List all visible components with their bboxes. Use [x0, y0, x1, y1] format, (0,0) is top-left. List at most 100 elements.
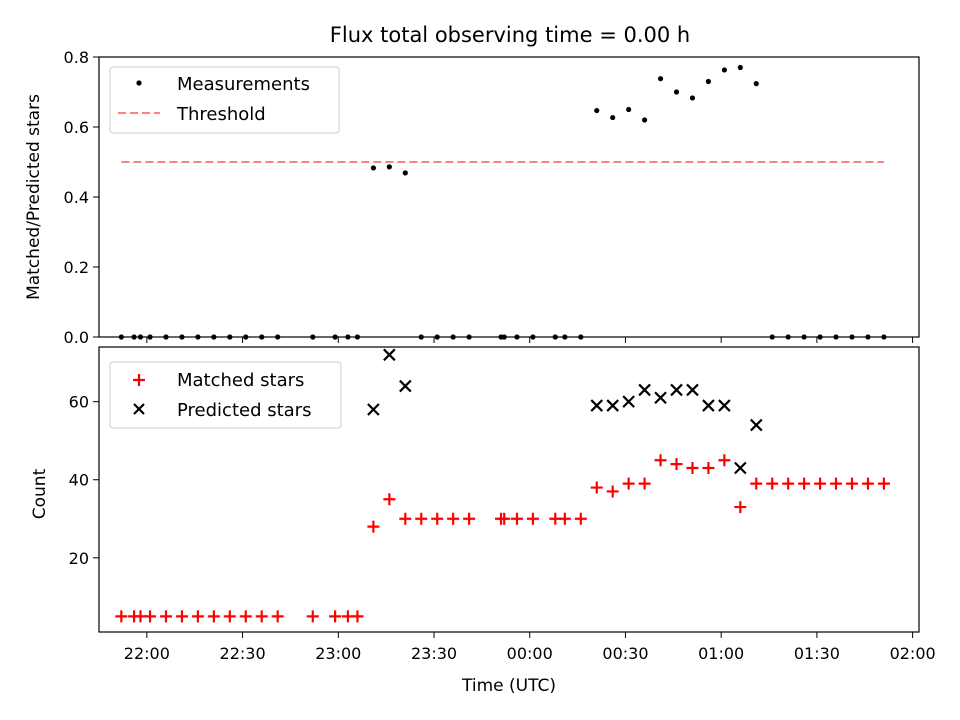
chart-title: Flux total observing time = 0.00 h	[330, 23, 690, 47]
matched-stars-point	[115, 610, 128, 623]
matched-stars-point	[399, 512, 412, 525]
matched-stars-point	[782, 477, 795, 490]
matched-stars-point	[622, 477, 635, 490]
bottom-legend: Matched stars Predicted stars	[109, 361, 342, 429]
top-y-tick-label: 0.6	[64, 118, 89, 137]
matched-stars-point	[702, 462, 715, 475]
top-panel: 0.00.20.40.60.8 Matched/Predicted stars …	[24, 48, 920, 347]
x-tick-label: 01:30	[794, 644, 840, 663]
matched-stars-point	[498, 512, 511, 525]
matched-stars-point	[223, 610, 236, 623]
top-y-axis: 0.0 0.2 0.4 0.6 0.8	[64, 48, 99, 347]
bottom-axes-frame	[98, 346, 920, 633]
matched-stars-point	[718, 454, 731, 467]
measurement-point	[642, 117, 648, 123]
matched-stars-point	[590, 481, 603, 494]
x-tick-label: 00:00	[507, 644, 553, 663]
legend-matched-marker	[133, 374, 145, 386]
matched-stars-point	[734, 501, 747, 514]
bottom-legend-frame	[109, 361, 342, 429]
top-plot-area	[118, 64, 887, 340]
legend-predicted-marker	[133, 403, 145, 415]
measurement-point	[626, 106, 632, 113]
measurement-point	[753, 81, 759, 87]
bottom-x-axis: 22:00 22:30 23:00 23:30 00:00 00:30 01:00 01:30…	[124, 632, 936, 663]
top-y-tick-label: 0.4	[64, 188, 89, 207]
predicted-stars-point	[734, 461, 747, 475]
matched-stars-point	[830, 477, 843, 490]
x-tick-label: 22:30	[220, 644, 266, 663]
matched-stars-point	[329, 610, 342, 623]
matched-stars-point	[686, 462, 699, 475]
x-tick-label: 02:00	[890, 644, 936, 663]
matched-stars-point	[463, 512, 476, 525]
bottom-y-tick-label: 20	[69, 549, 89, 568]
top-y-tick-label: 0.2	[64, 258, 89, 277]
matched-stars-point	[638, 477, 651, 490]
bottom-y-tick-label: 60	[69, 393, 89, 412]
predicted-stars-point	[654, 391, 667, 405]
measurement-point	[610, 114, 616, 121]
measurement-point	[370, 165, 376, 171]
matched-stars-point	[814, 477, 827, 490]
top-x-axis	[146, 337, 914, 343]
measurement-point	[402, 170, 408, 176]
matched-stars-point	[207, 610, 220, 623]
matched-stars-point	[367, 520, 380, 533]
measurement-point	[657, 76, 664, 82]
matched-stars-point	[239, 610, 252, 623]
matched-stars-point	[306, 610, 319, 623]
matched-stars-point	[766, 477, 779, 490]
matched-stars-point	[574, 512, 587, 525]
x-tick-label: 00:30	[602, 644, 648, 663]
bottom-y-axis-label: Count	[30, 468, 50, 519]
bottom-plot-area	[115, 348, 890, 623]
top-y-tick-label: 0.0	[64, 328, 89, 347]
predicted-stars-point	[399, 379, 412, 393]
measurement-point	[705, 78, 712, 85]
top-legend: Measurements Threshold	[109, 66, 340, 134]
measurement-point	[386, 164, 392, 170]
x-tick-label: 22:00	[124, 644, 170, 663]
matched-stars-point	[415, 512, 428, 525]
measurement-point	[721, 67, 727, 73]
matched-stars-point	[510, 512, 523, 525]
bottom-y-tick-label: 40	[69, 471, 89, 490]
bottom-y-axis: 20 40 60	[69, 393, 99, 568]
matched-stars-point	[144, 610, 157, 623]
predicted-stars-point	[686, 383, 699, 397]
matched-stars-point	[750, 477, 763, 490]
matched-stars-point	[383, 493, 396, 506]
legend-measurements-marker	[136, 80, 142, 86]
legend-threshold-label: Threshold	[176, 104, 266, 125]
measurement-point	[689, 95, 696, 101]
legend-predicted-label: Predicted stars	[177, 400, 311, 421]
predicted-stars-point	[670, 383, 683, 397]
matched-stars-point	[255, 610, 268, 623]
legend-measurements-label: Measurements	[177, 74, 310, 95]
matched-stars-point	[654, 454, 667, 467]
matched-stars-point	[431, 512, 444, 525]
matched-stars-point	[271, 610, 284, 623]
predicted-stars-point	[718, 399, 731, 412]
predicted-stars-point	[638, 383, 651, 397]
predicted-stars-point	[367, 403, 380, 416]
matched-stars-point	[877, 477, 890, 490]
x-tick-label: 01:00	[698, 644, 744, 663]
x-axis-label: Time (UTC)	[461, 676, 556, 696]
predicted-stars-point	[749, 418, 763, 432]
predicted-stars-point	[590, 399, 604, 412]
matched-stars-point	[845, 477, 858, 490]
predicted-stars-point	[622, 395, 635, 408]
top-axes-frame	[98, 56, 920, 338]
matched-stars-point	[558, 512, 571, 525]
matched-stars-point	[526, 512, 539, 525]
x-tick-label: 23:30	[411, 644, 457, 663]
top-y-axis-label: Matched/Predicted stars	[24, 94, 44, 300]
matched-stars-point	[160, 610, 173, 623]
predicted-stars-point	[702, 399, 715, 412]
top-y-tick-label: 0.8	[64, 48, 89, 67]
top-legend-frame	[109, 66, 340, 134]
matched-stars-point	[175, 610, 188, 623]
legend-matched-label: Matched stars	[177, 370, 304, 391]
